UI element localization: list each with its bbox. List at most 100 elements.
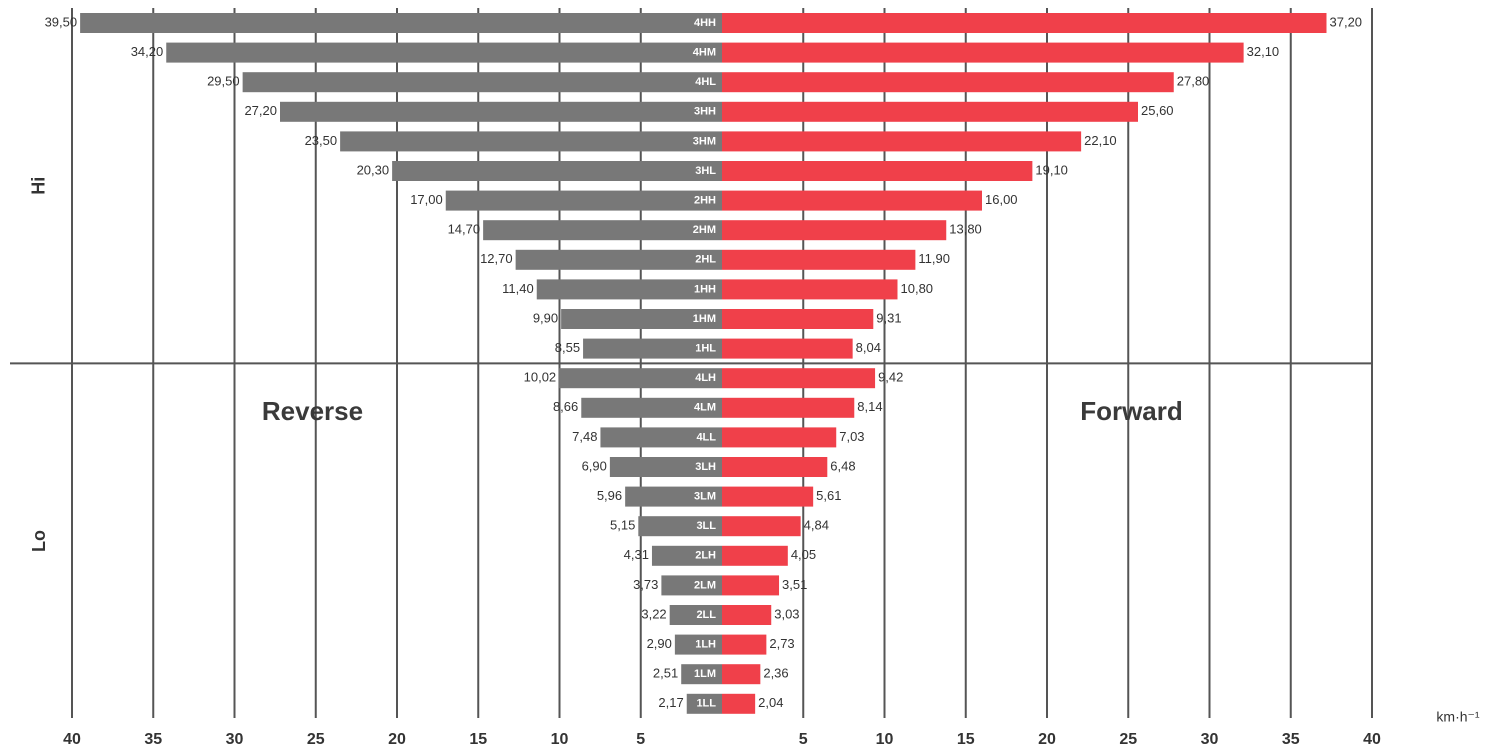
bar: [722, 161, 1033, 181]
category-label: 2LL: [696, 609, 716, 621]
bar: [581, 397, 722, 418]
category-label: 4LM: [694, 402, 716, 414]
series-name: Reverse: [262, 396, 363, 426]
bar: [722, 397, 855, 418]
x-tick-label: 30: [1201, 731, 1219, 748]
x-tick-label: 20: [1038, 731, 1056, 748]
value-label: 8,55: [555, 340, 580, 355]
category-label: 1LM: [694, 668, 716, 680]
value-label: 23,50: [305, 133, 338, 148]
category-label: 3HL: [695, 165, 716, 177]
category-label: 1HM: [693, 313, 716, 325]
bar: [638, 516, 722, 537]
bar: [722, 457, 828, 477]
value-label: 9,90: [533, 310, 558, 325]
category-label: 4HH: [694, 17, 716, 29]
category-label: 3LL: [696, 520, 716, 532]
category-label: 1HL: [695, 343, 716, 355]
value-label: 8,14: [857, 399, 882, 414]
value-label: 12,70: [480, 251, 513, 266]
value-label: 14,70: [448, 222, 481, 237]
category-label: 4HL: [695, 76, 716, 88]
value-label: 4,05: [791, 547, 816, 562]
category-label: 2HL: [695, 254, 716, 266]
bar: [722, 131, 1082, 152]
value-label: 8,66: [553, 399, 578, 414]
bar: [722, 249, 916, 270]
bar: [536, 279, 722, 300]
x-tick-label: 25: [1119, 731, 1137, 748]
bar: [80, 13, 722, 33]
x-tick-label: 15: [469, 731, 487, 748]
value-label: 20,30: [357, 162, 390, 177]
bar: [722, 634, 767, 655]
value-label: 7,48: [572, 429, 597, 444]
value-label: 9,31: [876, 310, 901, 325]
value-label: 6,48: [830, 458, 855, 473]
value-label: 11,40: [502, 281, 534, 296]
x-tick-label: 40: [63, 731, 81, 748]
bar: [661, 575, 722, 596]
x-tick-label: 35: [144, 731, 162, 748]
bar: [242, 72, 722, 93]
value-label: 3,03: [774, 606, 799, 621]
bar: [651, 545, 722, 566]
bar: [515, 249, 722, 270]
x-tick-label: 25: [307, 731, 325, 748]
bar: [722, 605, 772, 625]
value-label: 2,51: [653, 666, 678, 681]
bar: [483, 220, 722, 241]
value-label: 22,10: [1084, 133, 1117, 148]
value-label: 6,90: [582, 458, 607, 473]
bar: [583, 338, 722, 359]
series-name: Forward: [1080, 396, 1183, 426]
x-tick-label: 10: [876, 731, 894, 748]
value-label: 10,02: [524, 370, 557, 385]
value-label: 10,80: [901, 281, 934, 296]
value-label: 11,90: [918, 251, 950, 266]
value-label: 39,50: [45, 14, 78, 29]
value-label: 3,51: [782, 577, 807, 592]
category-label: 3HH: [694, 106, 716, 118]
category-label: 4LH: [695, 372, 716, 384]
bar: [722, 545, 788, 566]
category-label: 4HM: [693, 47, 716, 59]
bar: [669, 605, 722, 625]
bar: [625, 486, 722, 507]
value-label: 27,80: [1177, 74, 1210, 89]
value-label: 7,03: [839, 429, 864, 444]
group-label: Hi: [29, 177, 49, 195]
value-label: 29,50: [207, 74, 240, 89]
bar: [722, 101, 1138, 122]
category-label: 1LH: [695, 639, 716, 651]
x-tick-label: 15: [957, 731, 975, 748]
value-label: 9,42: [878, 370, 903, 385]
value-label: 3,22: [641, 606, 666, 621]
category-label: 1HH: [694, 283, 716, 295]
value-label: 16,00: [985, 192, 1018, 207]
bar: [722, 664, 761, 685]
bar: [445, 190, 722, 211]
x-tick-label: 40: [1363, 731, 1381, 748]
bar: [722, 220, 947, 241]
bar: [674, 634, 722, 655]
bar: [722, 486, 814, 507]
value-label: 5,15: [610, 518, 635, 533]
bar: [686, 693, 722, 714]
value-label: 2,73: [769, 636, 794, 651]
bar: [280, 101, 722, 122]
value-label: 3,73: [633, 577, 658, 592]
x-tick-label: 10: [551, 731, 569, 748]
bar: [681, 664, 722, 685]
value-label: 17,00: [410, 192, 443, 207]
value-label: 32,10: [1247, 44, 1280, 59]
bar: [340, 131, 722, 152]
x-axis-label: km·h⁻¹: [1436, 709, 1480, 725]
value-label: 13,80: [949, 222, 982, 237]
x-tick-label: 30: [226, 731, 244, 748]
category-label: 4LL: [696, 431, 716, 443]
bar: [166, 42, 722, 63]
category-label: 1LL: [696, 698, 716, 710]
value-label: 19,10: [1035, 162, 1068, 177]
